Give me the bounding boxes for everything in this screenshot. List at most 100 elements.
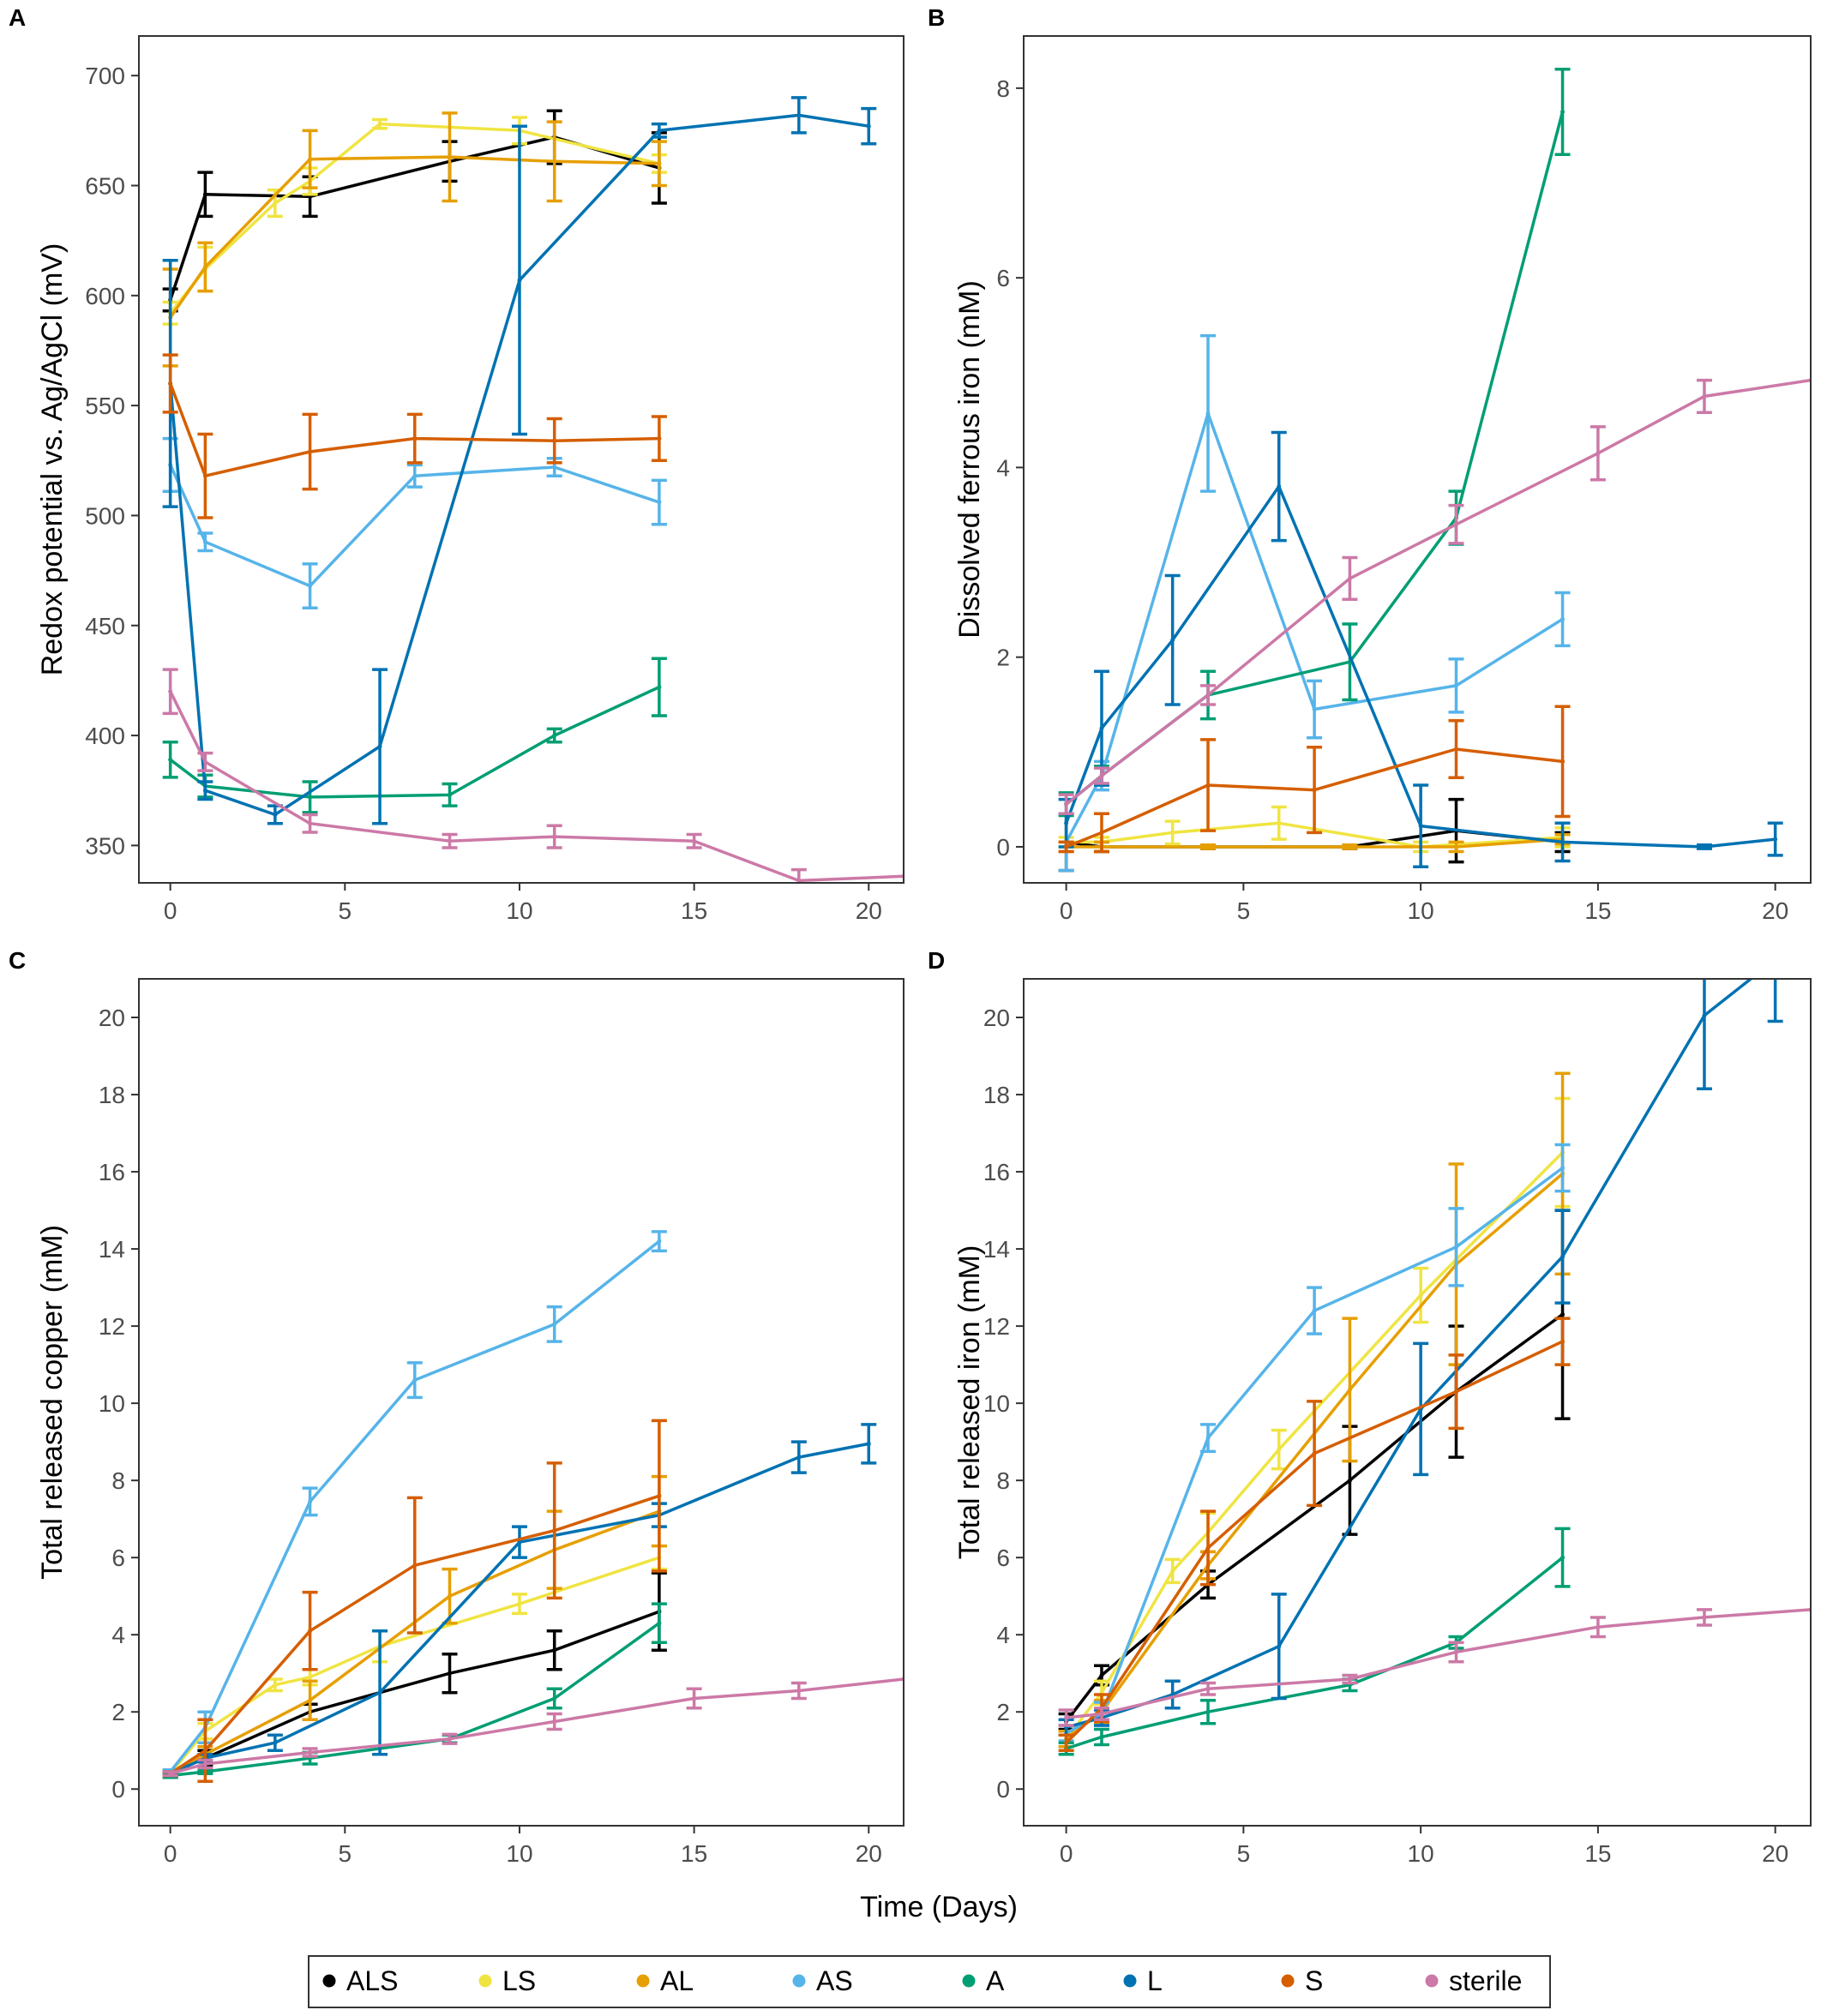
series-S xyxy=(1058,705,1571,854)
data-point xyxy=(1312,707,1317,712)
x-tick-label: 0 xyxy=(164,897,177,924)
data-point xyxy=(448,1593,453,1599)
data-point xyxy=(308,1698,313,1703)
data-point xyxy=(866,123,871,129)
data-point xyxy=(412,1563,418,1568)
data-point xyxy=(1702,1615,1707,1620)
data-point xyxy=(308,1675,313,1680)
data-point xyxy=(1312,1451,1317,1456)
data-point xyxy=(1064,820,1069,825)
data-point xyxy=(1205,844,1211,849)
series-line xyxy=(1064,484,1776,849)
y-tick-label: 14 xyxy=(983,1236,1010,1263)
data-point xyxy=(796,1688,802,1693)
legend-label: A xyxy=(986,1965,1005,1996)
data-point xyxy=(448,154,453,159)
data-point xyxy=(1418,1293,1423,1298)
data-point xyxy=(692,1695,697,1701)
data-point xyxy=(1453,522,1458,527)
data-point xyxy=(1099,773,1104,778)
x-tick-label: 0 xyxy=(1060,897,1073,924)
x-tick-label: 10 xyxy=(1408,1840,1434,1867)
series-line xyxy=(169,1442,869,1775)
legend-marker xyxy=(478,1974,492,1988)
data-point xyxy=(1099,830,1104,835)
series-line xyxy=(169,1239,660,1773)
data-point xyxy=(657,161,662,166)
series-ALS xyxy=(162,109,667,313)
y-tick-label: 4 xyxy=(996,454,1010,481)
data-point xyxy=(202,1748,207,1753)
legend-marker xyxy=(1425,1974,1439,1988)
legend-label: ALS xyxy=(346,1965,398,1996)
y-tick-label: 500 xyxy=(85,502,125,529)
legend-item-ALS: ALS xyxy=(322,1965,398,1996)
data-point xyxy=(1099,1672,1104,1677)
panel-letter: A xyxy=(9,4,26,31)
legend-item-L: L xyxy=(1123,1965,1163,1996)
data-point xyxy=(1347,1677,1352,1682)
data-point xyxy=(1560,110,1566,115)
data-point xyxy=(202,473,207,478)
data-point xyxy=(377,1690,382,1695)
data-point xyxy=(1205,411,1211,416)
y-tick-label: 16 xyxy=(983,1159,1010,1185)
y-tick-label: 0 xyxy=(111,1776,125,1803)
data-point xyxy=(552,1719,557,1724)
y-tick-label: 2 xyxy=(111,1699,125,1725)
data-point xyxy=(308,1749,313,1755)
data-point xyxy=(308,1499,313,1504)
legend-marker xyxy=(792,1974,806,1988)
series-line xyxy=(169,382,659,477)
data-point xyxy=(552,1647,557,1653)
panel-letter: B xyxy=(928,4,945,31)
y-tick-label: 350 xyxy=(85,832,125,859)
data-point xyxy=(1205,1709,1211,1714)
x-tick-label: 0 xyxy=(164,1840,177,1867)
series-line xyxy=(1065,411,1564,843)
data-point xyxy=(273,1740,278,1745)
legend-item-A: A xyxy=(962,1965,1005,1996)
data-point xyxy=(273,812,278,817)
data-point xyxy=(202,759,207,765)
data-point xyxy=(552,465,557,470)
data-point xyxy=(1596,1624,1601,1629)
x-tick-label: 15 xyxy=(681,1840,707,1867)
x-tick-label: 0 xyxy=(1060,1840,1073,1867)
plot-frame xyxy=(138,35,904,884)
series-line xyxy=(1066,1608,1811,1719)
series-line xyxy=(169,122,660,315)
data-point xyxy=(1560,1339,1566,1344)
y-tick-label: 12 xyxy=(983,1313,1010,1340)
y-tick-label: 8 xyxy=(996,1467,1010,1494)
legend-label: L xyxy=(1147,1965,1163,1996)
data-point xyxy=(1347,1387,1352,1392)
panel-c: C 0 5 10 15 20 0 2 4 6 8 10 12 14 16 18 20 Total releas… xyxy=(9,947,904,1867)
panel-a: A 0 5 10 15 20 350 400 450 500 550 600 650 700 Redox… xyxy=(9,4,904,924)
data-point xyxy=(1064,801,1069,807)
series-line xyxy=(169,1494,660,1775)
y-tick-label: 6 xyxy=(996,265,1010,291)
data-point xyxy=(1347,1478,1352,1483)
data-point xyxy=(657,436,662,441)
legend-label: AL xyxy=(660,1965,694,1996)
y-tick-label: 650 xyxy=(85,173,125,200)
series-sterile xyxy=(1058,378,1811,815)
y-tick-label: 600 xyxy=(85,283,125,309)
data-point xyxy=(202,264,207,269)
y-tick-label: 20 xyxy=(99,1005,125,1031)
data-point xyxy=(1453,844,1458,849)
data-point xyxy=(1347,844,1352,849)
legend-label: AS xyxy=(816,1965,853,1996)
data-point xyxy=(552,733,557,738)
x-tick-label: 20 xyxy=(1762,1840,1788,1867)
panel-d: D 0 5 10 15 20 0 2 4 6 8 10 12 14 16 18 20 Total releas… xyxy=(928,947,1812,1867)
data-point xyxy=(1453,1389,1458,1395)
y-axis-title: Redox potential vs. Ag/AgCl (mV) xyxy=(36,243,69,676)
legend-label: sterile xyxy=(1449,1965,1522,1996)
data-point xyxy=(273,1683,278,1688)
data-point xyxy=(308,584,313,589)
plot-frame xyxy=(1023,35,1812,884)
series-AS xyxy=(1058,333,1571,873)
